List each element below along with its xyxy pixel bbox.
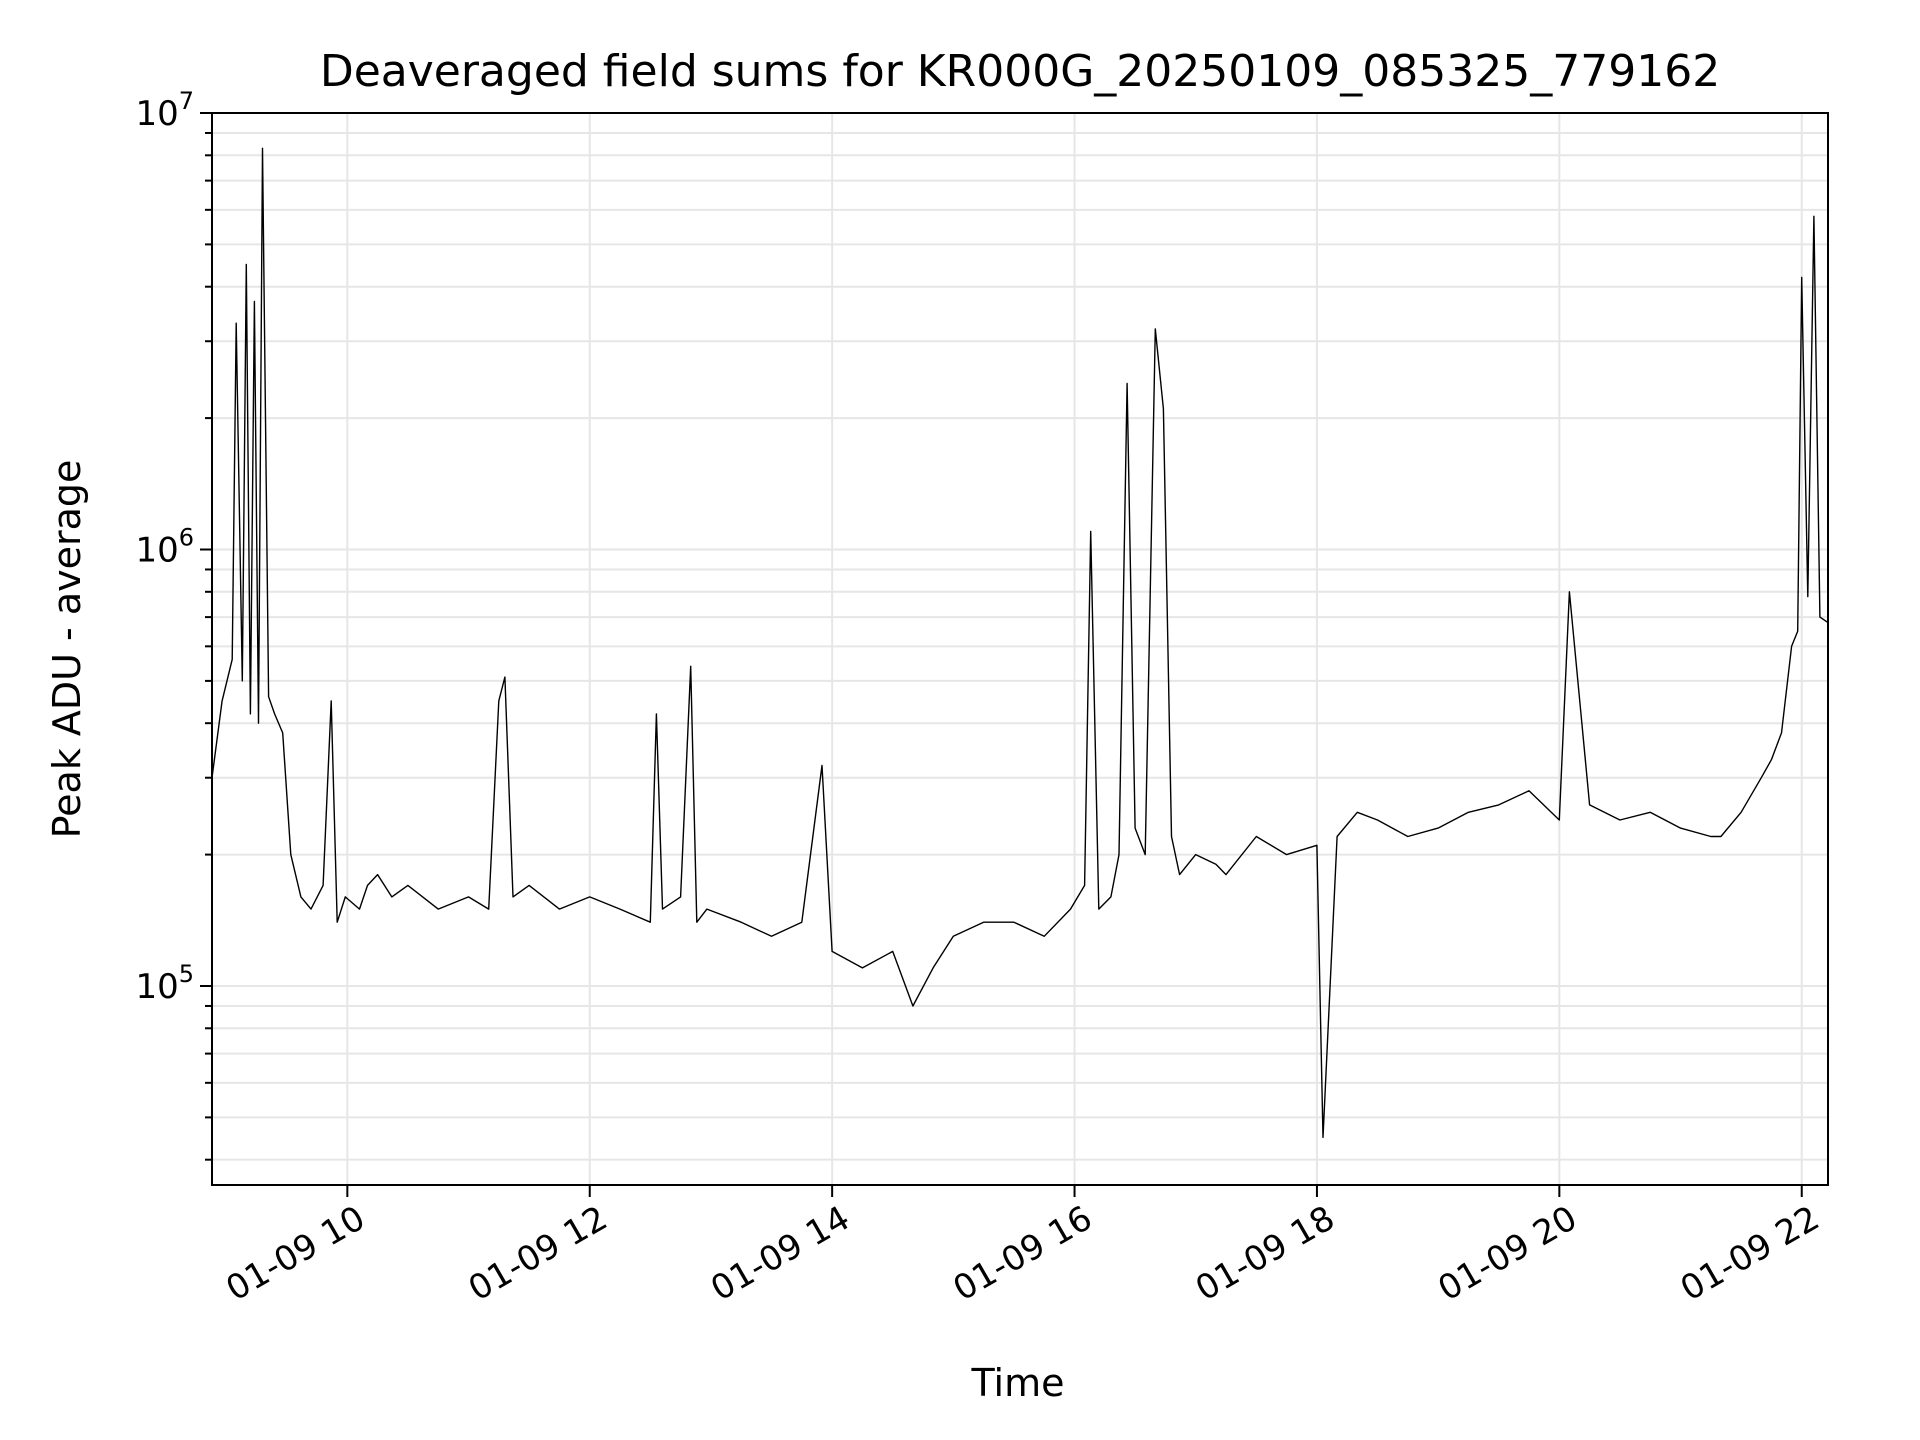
x-axis-label: Time — [971, 1361, 1065, 1405]
y-axis-ticks: 105 106 107 — [135, 87, 212, 1161]
y-tick-label: 107 — [135, 87, 194, 134]
series-layer — [211, 147, 1829, 1139]
plot-frame — [211, 112, 1829, 1186]
y-axis-label: Peak ADU - average — [45, 460, 89, 839]
y-tick-label: 106 — [135, 523, 194, 570]
chart-title: Deaveraged field sums for KR000G_2025010… — [320, 46, 1720, 97]
series-line — [211, 147, 1829, 1139]
y-tick-label: 105 — [135, 960, 194, 1007]
